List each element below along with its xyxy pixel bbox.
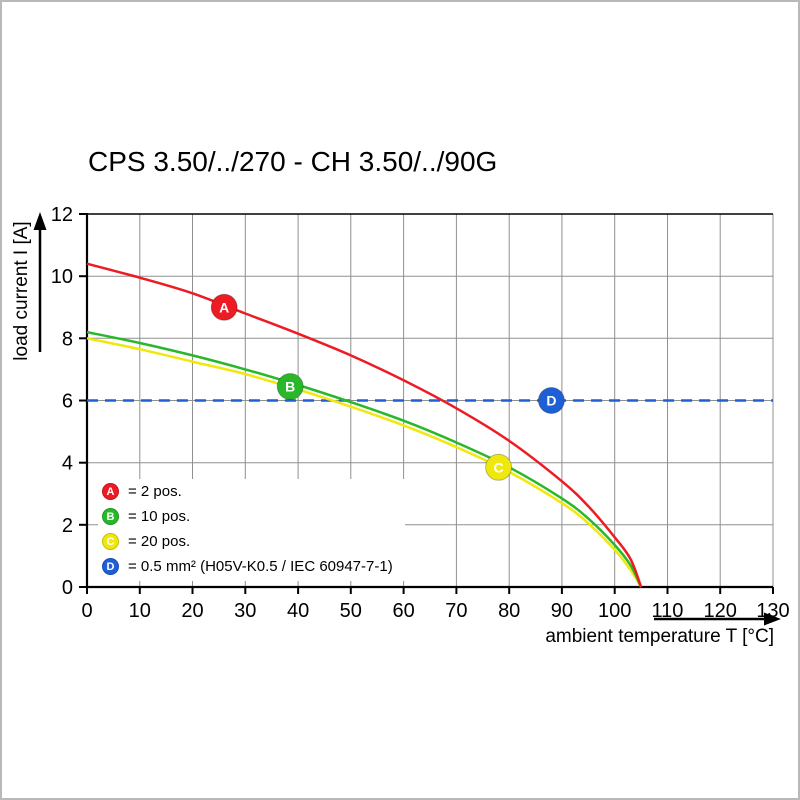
marker-label-D: D [546,393,556,409]
curve-B [86,330,643,588]
x-tick-label: 90 [551,600,573,622]
x-tick-label: 10 [129,600,151,622]
y-tick-label: 12 [51,204,73,226]
y-tick-label: 8 [62,328,73,350]
y-tick-label: 4 [62,453,73,475]
legend: A = 2 pos. B = 10 pos. C = 20 pos. D = 0… [98,479,405,581]
marker-label-C: C [494,459,504,475]
legend-label-b: = 10 pos. [128,508,191,525]
x-tick-label: 120 [704,600,737,622]
y-tick-label: 0 [62,577,73,599]
legend-item-d: D = 0.5 mm² (H05V-K0.5 / IEC 60947-7-1) [102,556,393,577]
legend-label-c: = 20 pos. [128,533,191,550]
legend-label-a: = 2 pos. [128,483,182,500]
x-tick-label: 110 [652,600,684,622]
x-tick-label: 20 [181,600,203,622]
marker-B [276,373,304,400]
x-tick-label: 80 [498,600,520,622]
marker-A [210,293,238,321]
marker-label-A: A [219,299,229,315]
x-tick-label: 0 [81,600,92,622]
y-tick-label: 10 [51,266,73,288]
y-axis-arrowhead [33,212,47,230]
x-axis-arrowhead [764,612,781,626]
x-tick-label: 40 [287,600,309,622]
y-tick-label: 6 [62,391,73,413]
x-tick-label: 30 [234,600,256,622]
series-d-badge: D [102,558,119,575]
curve-C [86,337,643,588]
series-a-badge: A [102,483,119,500]
legend-item-c: C = 20 pos. [102,531,393,552]
x-tick-label: 50 [340,600,362,622]
series-b-badge: B [102,508,119,525]
x-axis-label: ambient temperature T [°C] [545,626,774,647]
chart-title: CPS 3.50/../270 - CH 3.50/../90G [88,146,498,177]
legend-item-b: B = 10 pos. [102,506,393,527]
y-tick-label: 2 [62,515,73,537]
legend-label-d: = 0.5 mm² (H05V-K0.5 / IEC 60947-7-1) [128,558,393,575]
marker-label-B: B [285,379,295,395]
marker-D [537,387,565,414]
legend-item-a: A = 2 pos. [102,481,393,502]
y-axis-label: load current I [A] [11,221,32,361]
x-tick-label: 60 [392,600,414,622]
x-tick-label: 100 [598,600,631,622]
curve-A [86,262,643,588]
series-c-badge: C [102,533,119,550]
x-tick-label: 70 [445,600,467,622]
marker-C [485,453,513,481]
